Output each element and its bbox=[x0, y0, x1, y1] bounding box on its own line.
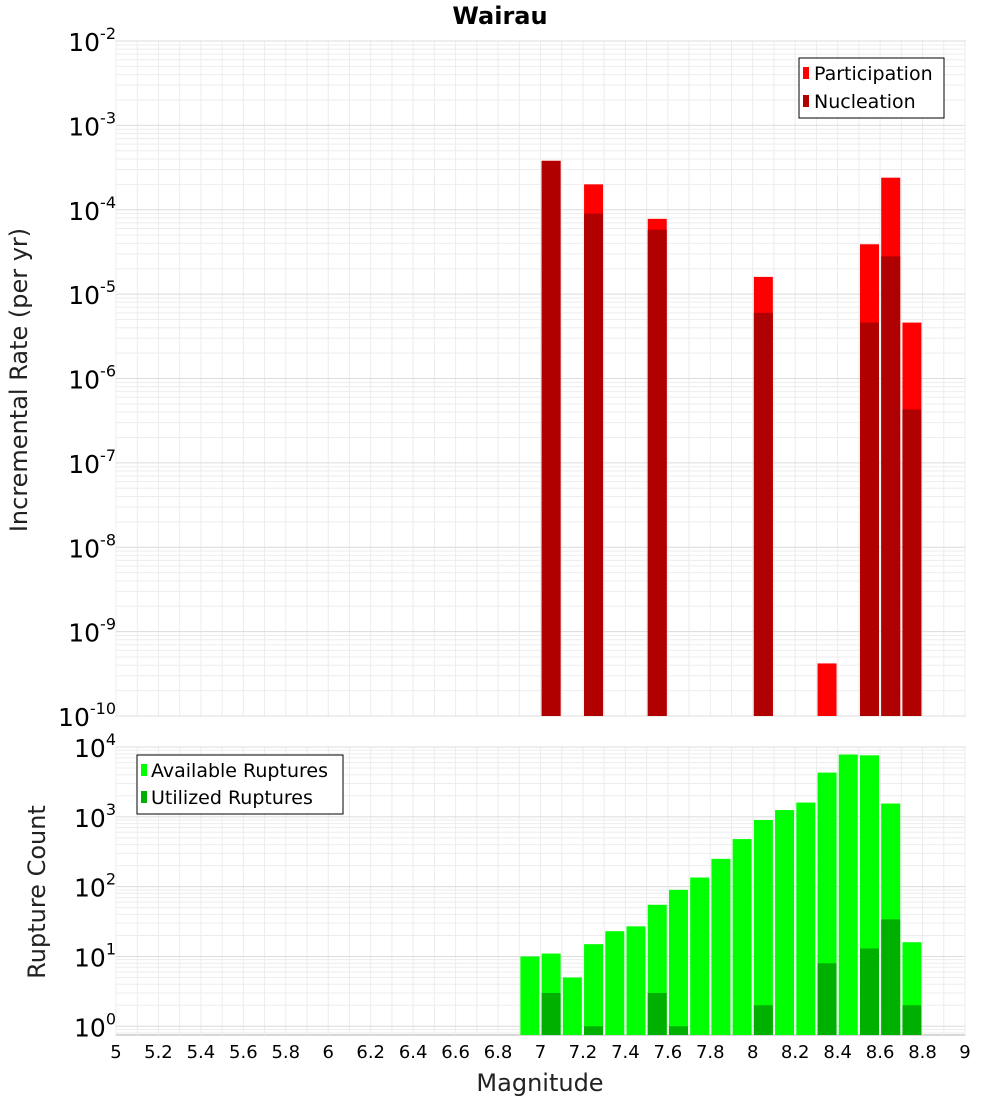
utilized-ruptures-bar bbox=[817, 963, 837, 1035]
y-tick-label: 104 bbox=[74, 730, 116, 763]
y-tick-label: 100 bbox=[74, 1009, 116, 1042]
top-legend: Participation Nucleation bbox=[798, 57, 945, 119]
available-ruptures-bar bbox=[796, 802, 816, 1035]
bottom-legend-box bbox=[136, 754, 344, 815]
y-tick-label: 10-10 bbox=[58, 699, 116, 732]
y-tick-label: 10-6 bbox=[68, 362, 116, 395]
x-tick-label: 9 bbox=[959, 1042, 970, 1063]
bottom-y-ticks: 100 101 102 103 104 bbox=[74, 730, 116, 1042]
available-ruptures-bar bbox=[605, 931, 625, 1035]
legend-label-available-ruptures: Available Ruptures bbox=[151, 760, 328, 782]
available-ruptures-bar bbox=[711, 858, 731, 1035]
utilized-ruptures-bar bbox=[584, 1026, 604, 1035]
y-tick-label: 102 bbox=[74, 870, 116, 903]
available-ruptures-bar bbox=[690, 877, 710, 1035]
top-grid bbox=[115, 40, 966, 717]
y-tick-label: 10-7 bbox=[68, 446, 116, 479]
y-tick-label: 10-9 bbox=[68, 615, 116, 648]
top-legend-box bbox=[798, 57, 945, 119]
utilized-ruptures-bar bbox=[859, 948, 879, 1035]
x-tick-label: 7 bbox=[535, 1042, 546, 1063]
available-ruptures-bar bbox=[775, 810, 795, 1035]
legend-label-utilized-ruptures: Utilized Ruptures bbox=[151, 787, 313, 809]
x-tick-label: 7.6 bbox=[654, 1042, 683, 1063]
y-tick-label: 103 bbox=[74, 800, 116, 833]
legend-swatch-utilized-ruptures bbox=[141, 791, 147, 803]
bottom-bars bbox=[520, 754, 922, 1035]
utilized-ruptures-bar bbox=[647, 992, 667, 1035]
x-tick-label: 7.4 bbox=[611, 1042, 640, 1063]
x-tick-label: 5.8 bbox=[271, 1042, 300, 1063]
available-ruptures-bar bbox=[732, 839, 752, 1035]
x-tick-label: 6 bbox=[323, 1042, 334, 1063]
nucleation-bar bbox=[859, 322, 879, 716]
utilized-ruptures-bar bbox=[881, 919, 901, 1035]
x-tick-label: 7.8 bbox=[696, 1042, 725, 1063]
x-tick-label: 6.8 bbox=[484, 1042, 513, 1063]
top-y-axis-label: Incremental Rate (per yr) bbox=[5, 228, 33, 532]
utilized-ruptures-bar bbox=[902, 1005, 922, 1035]
x-tick-label: 8.4 bbox=[823, 1042, 852, 1063]
x-tick-label: 5.2 bbox=[144, 1042, 173, 1063]
available-ruptures-bar bbox=[562, 977, 582, 1035]
legend-swatch-participation bbox=[803, 67, 809, 79]
participation-bar bbox=[817, 663, 837, 716]
y-tick-label: 10-8 bbox=[68, 530, 116, 563]
x-tick-label: 5 bbox=[110, 1042, 121, 1063]
x-tick-label: 8.2 bbox=[781, 1042, 810, 1063]
legend-label-participation: Participation bbox=[814, 63, 933, 85]
x-tick-label: 6.4 bbox=[399, 1042, 428, 1063]
y-tick-label: 101 bbox=[74, 939, 116, 972]
bottom-panel: 100 101 102 103 104 5 5.2 5.4 5.6 5.8 6 6.2 6.4 6.6 6… bbox=[23, 730, 971, 1097]
legend-swatch-nucleation bbox=[803, 95, 809, 107]
bottom-y-axis-label: Rupture Count bbox=[23, 805, 51, 979]
nucleation-bar bbox=[541, 160, 561, 717]
x-axis-label: Magnitude bbox=[476, 1069, 603, 1097]
x-tick-label: 8 bbox=[747, 1042, 758, 1063]
y-tick-label: 10-4 bbox=[68, 193, 116, 226]
bottom-legend: Available Ruptures Utilized Ruptures bbox=[136, 754, 344, 815]
available-ruptures-bar bbox=[626, 926, 646, 1035]
nucleation-bar bbox=[584, 213, 604, 717]
nucleation-bar bbox=[881, 256, 901, 716]
available-ruptures-bar bbox=[584, 944, 604, 1035]
available-ruptures-bar bbox=[668, 889, 688, 1035]
nucleation-bar bbox=[647, 229, 667, 717]
x-tick-label: 5.4 bbox=[187, 1042, 216, 1063]
legend-label-nucleation: Nucleation bbox=[814, 91, 916, 113]
x-tick-label: 5.6 bbox=[229, 1042, 258, 1063]
utilized-ruptures-bar bbox=[541, 992, 561, 1035]
utilized-ruptures-bar bbox=[753, 1005, 773, 1035]
nucleation-bar bbox=[753, 312, 773, 716]
x-tick-label: 6.2 bbox=[356, 1042, 385, 1063]
legend-swatch-available-ruptures bbox=[141, 764, 147, 776]
y-tick-label: 10-5 bbox=[68, 277, 116, 310]
chart-title: Wairau bbox=[452, 2, 547, 30]
available-ruptures-bar bbox=[838, 754, 858, 1035]
nucleation-bar bbox=[902, 409, 922, 716]
top-y-ticks: 10-10 10-9 10-8 10-7 10-6 10-5 10-4 10-3 10-2 bbox=[58, 24, 116, 732]
x-tick-label: 8.6 bbox=[866, 1042, 895, 1063]
available-ruptures-bar bbox=[753, 820, 773, 1035]
utilized-ruptures-bar bbox=[668, 1026, 688, 1035]
top-panel: 10-10 10-9 10-8 10-7 10-6 10-5 10-4 10-3 10-2 In… bbox=[5, 24, 966, 732]
x-ticks: 5 5.2 5.4 5.6 5.8 6 6.2 6.4 6.6 6.8 7 7.2 7.4 7.6 7.8 8… bbox=[110, 1042, 970, 1063]
top-bars bbox=[541, 160, 922, 717]
y-tick-label: 10-2 bbox=[68, 24, 116, 57]
x-tick-label: 7.2 bbox=[569, 1042, 598, 1063]
x-tick-label: 6.6 bbox=[441, 1042, 470, 1063]
x-tick-label: 8.8 bbox=[908, 1042, 937, 1063]
y-tick-label: 10-3 bbox=[68, 108, 116, 141]
available-ruptures-bar bbox=[520, 956, 540, 1035]
